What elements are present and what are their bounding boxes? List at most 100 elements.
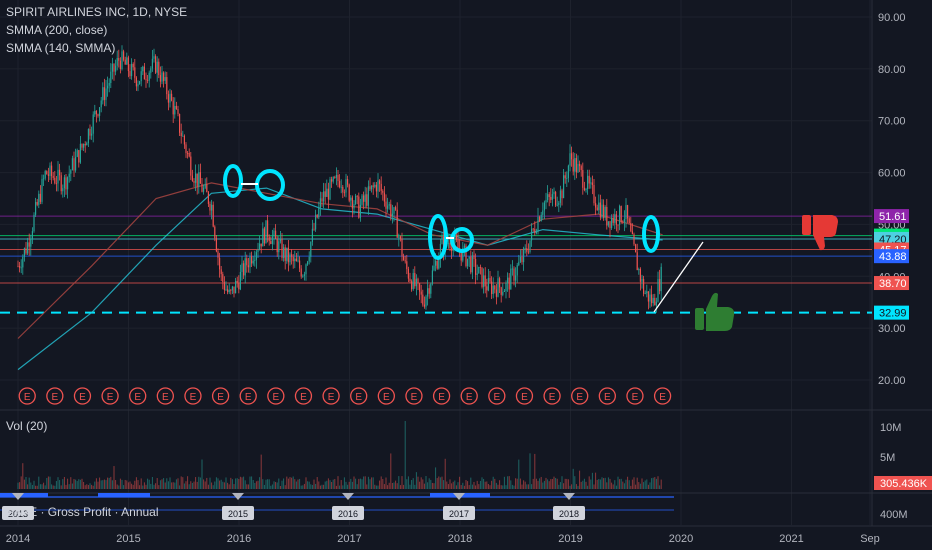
indicator-smma-200[interactable]: SMMA (200, close) [6, 23, 108, 37]
candle-body [300, 268, 302, 277]
volume-bar [163, 478, 165, 489]
volume-bar [422, 479, 424, 489]
candle-body [257, 249, 259, 253]
earnings-label: E [134, 392, 141, 403]
volume-bar [299, 478, 301, 489]
candle-body [116, 57, 118, 66]
earnings-e-icon[interactable]: E [626, 387, 644, 405]
earnings-e-icon[interactable]: E [156, 387, 174, 405]
earnings-label: E [355, 392, 362, 403]
candle-body [647, 291, 649, 302]
volume-bar [606, 482, 608, 489]
volume-bar [108, 477, 110, 489]
volume-bar [519, 478, 521, 489]
earnings-e-icon[interactable]: E [129, 387, 147, 405]
earnings-e-icon[interactable]: E [350, 387, 368, 405]
candle-body [519, 256, 521, 262]
gross-profit-tick-label: 400M [880, 509, 908, 521]
candle-body [558, 202, 560, 205]
volume-bar [289, 477, 291, 489]
earnings-e-icon[interactable]: E [184, 387, 202, 405]
earnings-e-icon[interactable]: E [432, 387, 451, 405]
earnings-label: E [383, 392, 390, 403]
price-axis[interactable]: 90.0080.0070.0060.0050.0040.0030.0020.00… [874, 12, 932, 521]
gross-profit-label[interactable]: SAVE · Gross Profit · Annual [6, 505, 159, 519]
earnings-e-icon[interactable]: E [653, 387, 672, 405]
earnings-e-icon[interactable]: E [515, 387, 534, 405]
volume-bar [339, 485, 341, 489]
volume-bar [356, 484, 358, 489]
time-axis[interactable]: 2014 2015 2016 2017 2018 2019 2020 2021 Sep [6, 533, 880, 545]
candle-body [326, 188, 328, 197]
volume-bar [476, 480, 478, 489]
earnings-label: E [245, 392, 252, 403]
volume-bar [427, 482, 429, 489]
candle-body [643, 279, 645, 294]
volume-bar [596, 479, 598, 489]
candle-body [487, 277, 489, 291]
volume-bar [441, 476, 443, 489]
candle-body [374, 184, 376, 187]
volume-bar [212, 485, 214, 489]
volume-bar [84, 485, 86, 489]
volume-bar [215, 477, 217, 489]
earnings-circle [18, 387, 36, 405]
volume-bar [294, 479, 296, 489]
volume-bar [548, 481, 550, 489]
volume-bar [590, 479, 592, 489]
price-tick-label: 90.00 [878, 12, 906, 24]
candle-body [351, 197, 353, 209]
earnings-e-icon[interactable]: E [571, 387, 589, 405]
earnings-e-icon[interactable]: E [460, 387, 478, 405]
candle-body [630, 223, 632, 232]
candle-body [559, 190, 561, 203]
candle-body [641, 279, 643, 282]
volume-bar [425, 476, 427, 489]
volume-bar [23, 479, 25, 489]
volume-bar [633, 477, 635, 489]
candle-body [206, 183, 208, 193]
volume-bar [399, 485, 401, 489]
volume-bar [502, 485, 504, 489]
earnings-e-icon[interactable]: E [46, 387, 64, 405]
volume-bar [310, 484, 312, 489]
candle-body [494, 285, 496, 290]
earnings-e-icon[interactable]: E [377, 387, 395, 405]
earnings-e-icon[interactable]: E [267, 387, 285, 405]
earnings-e-icon[interactable]: E [405, 387, 423, 405]
volume-bar [532, 478, 534, 489]
volume-bar [305, 477, 307, 489]
earnings-e-icon[interactable]: E [239, 387, 257, 405]
candle-body [505, 282, 507, 291]
candle-body [281, 239, 283, 258]
candle-body [591, 182, 593, 186]
earnings-e-icon[interactable]: E [211, 387, 230, 405]
candle-body [353, 203, 355, 209]
volume-bar [175, 479, 177, 489]
candle-body [289, 254, 291, 263]
earnings-e-icon[interactable]: E [101, 387, 119, 405]
candle-body [596, 207, 598, 211]
indicator-smma-140[interactable]: SMMA (140, SMMA) [6, 41, 116, 55]
volume-bar [622, 481, 624, 489]
earnings-e-icon[interactable]: E [294, 387, 313, 405]
earnings-e-icon[interactable]: E [322, 387, 340, 405]
volume-bar [417, 476, 419, 489]
volume-label[interactable]: Vol (20) [6, 419, 48, 433]
thumb-cuff [695, 308, 704, 330]
earnings-e-icon[interactable]: E [488, 387, 506, 405]
earnings-e-icon[interactable]: E [18, 387, 36, 405]
volume-bar [547, 479, 549, 489]
volume-bar [323, 484, 325, 489]
volume-bar [143, 482, 145, 489]
candle-body [182, 135, 184, 137]
volume-bar [500, 485, 502, 489]
earnings-e-icon[interactable]: E [73, 387, 92, 405]
volume-bar [388, 482, 390, 489]
earnings-e-icon[interactable]: E [543, 387, 561, 405]
volume-bar [582, 480, 584, 489]
earnings-e-icon[interactable]: E [598, 387, 616, 405]
candle-body [297, 260, 299, 262]
